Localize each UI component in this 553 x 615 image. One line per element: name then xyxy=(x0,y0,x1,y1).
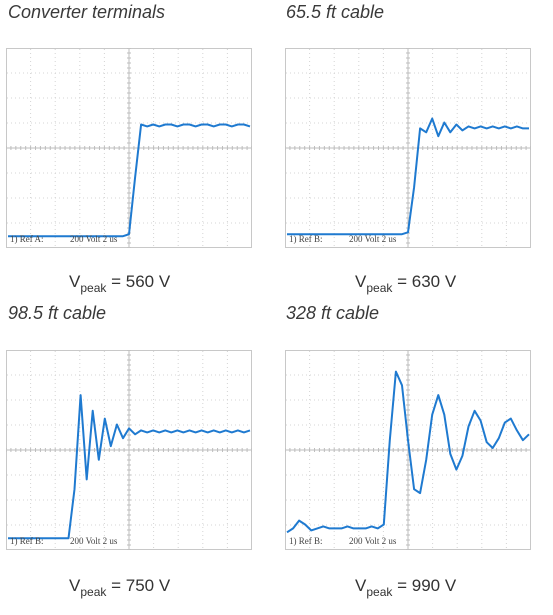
waveform-trace xyxy=(8,394,251,540)
panel-title: 328 ft cable xyxy=(286,303,380,323)
reference-label: 1) Ref B: xyxy=(289,234,323,244)
panel-title: 98.5 ft cable xyxy=(8,303,107,323)
reference-label: 1) Ref A: xyxy=(10,234,44,244)
scale-label: 200 Volt 2 us xyxy=(349,234,397,244)
oscilloscope-plot: 1) Ref B: 200 Volt 2 us xyxy=(6,350,252,550)
oscilloscope-plot: 1) Ref A: 200 Volt 2 us xyxy=(6,48,252,248)
peak-voltage: Vpeak = 630 V xyxy=(355,272,457,295)
scale-label: 200 Volt 2 us xyxy=(70,234,118,244)
scope-svg: 1) Ref B: 200 Volt 2 us xyxy=(285,48,531,248)
oscilloscope-plot: 1) Ref B: 200 Volt 2 us xyxy=(285,48,531,248)
reference-label: 1) Ref B: xyxy=(10,536,44,546)
oscilloscope-plot: 1) Ref B: 200 Volt 2 us xyxy=(285,350,531,550)
scope-svg: 1) Ref A: 200 Volt 2 us xyxy=(6,48,252,248)
waveform-trace xyxy=(286,370,530,534)
scope-svg: 1) Ref B: 200 Volt 2 us xyxy=(285,350,531,550)
waveform-trace xyxy=(287,117,529,236)
peak-voltage: Vpeak = 560 V xyxy=(69,272,171,295)
scope-svg: 1) Ref B: 200 Volt 2 us xyxy=(6,350,252,550)
scale-label: 200 Volt 2 us xyxy=(70,536,118,546)
panel-title: 65.5 ft cable xyxy=(286,2,385,22)
waveform-trace xyxy=(8,123,251,238)
reference-label: 1) Ref B: xyxy=(289,536,323,546)
panel-title: Converter terminals xyxy=(8,2,166,22)
peak-voltage: Vpeak = 750 V xyxy=(69,576,171,599)
scale-label: 200 Volt 2 us xyxy=(349,536,397,546)
peak-voltage: Vpeak = 990 V xyxy=(355,576,457,599)
